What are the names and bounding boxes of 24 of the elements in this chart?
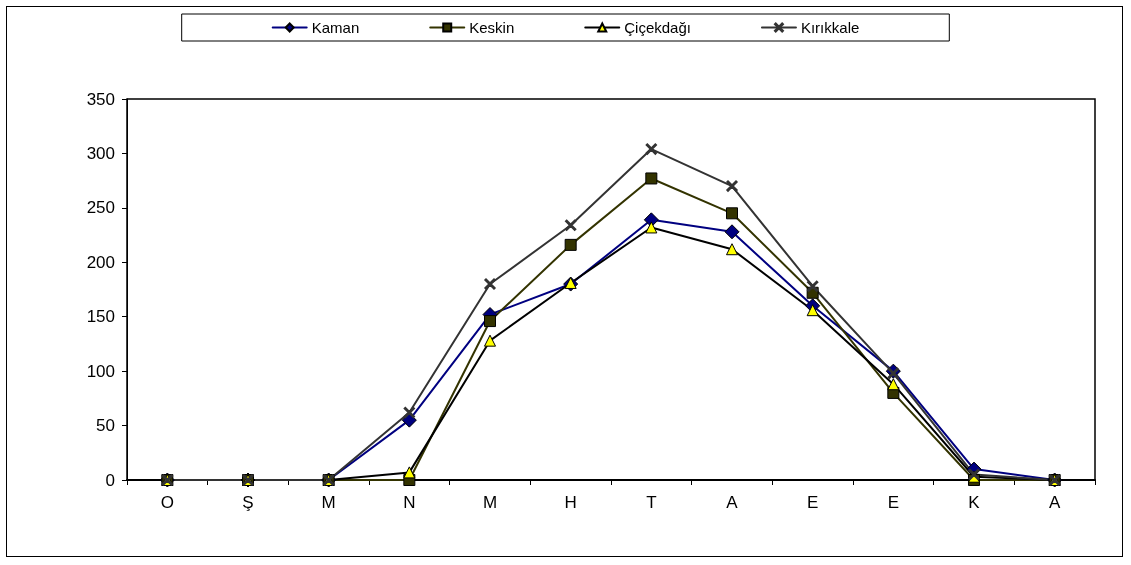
- x-tick-label: M: [482, 493, 498, 512]
- x-tick-label: E: [887, 493, 900, 512]
- x-tick-label: N: [403, 493, 416, 512]
- y-tick-label: 200: [86, 252, 115, 272]
- y-tick-label: 350: [86, 89, 115, 109]
- x-tick-label: A: [1048, 493, 1061, 512]
- x-tick-label: E: [806, 493, 819, 512]
- x-tick-label: K: [968, 493, 981, 512]
- y-tick-label: 250: [86, 198, 115, 218]
- legend-label: Kırıkkale: [800, 19, 860, 36]
- legend-label: Çiçekdağı: [624, 19, 691, 36]
- x-tick-label: M: [321, 493, 336, 512]
- y-tick-label: 50: [96, 416, 115, 436]
- legend-label: Keskin: [469, 19, 515, 36]
- y-tick-label: 300: [86, 143, 115, 163]
- y-tick-label: 100: [86, 361, 115, 381]
- x-tick-label: H: [564, 493, 577, 512]
- x-tick-label: O: [160, 493, 174, 512]
- x-tick-label: A: [726, 493, 739, 512]
- y-tick-label: 150: [86, 307, 115, 327]
- x-tick-label: Ş: [242, 493, 254, 512]
- x-tick-label: T: [646, 493, 657, 512]
- y-tick-label: 0: [105, 470, 115, 490]
- legend-label: Kaman: [311, 19, 360, 36]
